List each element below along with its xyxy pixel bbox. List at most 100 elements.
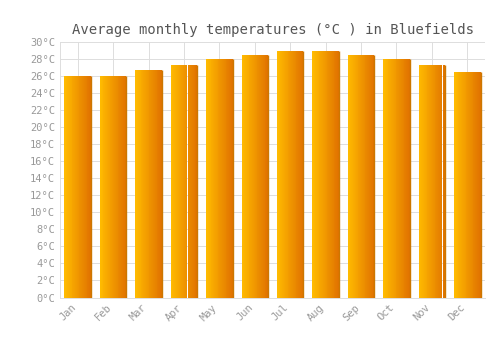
Bar bbox=[183, 65, 184, 298]
Bar bbox=[432, 65, 433, 298]
Bar bbox=[406, 59, 407, 298]
Bar bbox=[426, 65, 428, 298]
Bar bbox=[142, 70, 143, 298]
Bar bbox=[246, 55, 247, 298]
Bar bbox=[252, 55, 253, 298]
Bar bbox=[192, 65, 193, 298]
Bar bbox=[392, 59, 393, 298]
Bar bbox=[407, 59, 408, 298]
Bar bbox=[362, 55, 363, 298]
Bar bbox=[221, 59, 222, 298]
Bar bbox=[213, 59, 214, 298]
Bar bbox=[215, 59, 216, 298]
Bar bbox=[177, 65, 178, 298]
Bar bbox=[160, 70, 161, 298]
Bar bbox=[398, 59, 399, 298]
Bar bbox=[476, 72, 477, 298]
Bar bbox=[158, 70, 159, 298]
Bar bbox=[429, 65, 430, 298]
Bar bbox=[425, 65, 426, 298]
Bar bbox=[228, 59, 229, 298]
Bar bbox=[138, 70, 139, 298]
Bar bbox=[464, 72, 466, 298]
Bar bbox=[148, 70, 150, 298]
Bar bbox=[356, 55, 358, 298]
Bar bbox=[180, 65, 182, 298]
Bar bbox=[120, 76, 121, 298]
Bar bbox=[322, 50, 323, 298]
Bar bbox=[460, 72, 461, 298]
Bar bbox=[226, 59, 228, 298]
Bar bbox=[256, 55, 258, 298]
Bar bbox=[156, 70, 158, 298]
Bar bbox=[194, 65, 196, 298]
Bar bbox=[84, 76, 85, 298]
Bar bbox=[326, 50, 328, 298]
Bar bbox=[394, 59, 396, 298]
Bar bbox=[422, 65, 423, 298]
Bar bbox=[83, 76, 84, 298]
Bar bbox=[231, 59, 232, 298]
Bar bbox=[90, 76, 91, 298]
Bar bbox=[337, 50, 338, 298]
Bar bbox=[229, 59, 230, 298]
Bar bbox=[176, 65, 177, 298]
Bar bbox=[152, 70, 153, 298]
Bar bbox=[318, 50, 320, 298]
Bar bbox=[190, 65, 191, 298]
Bar bbox=[214, 59, 215, 298]
Bar bbox=[68, 76, 69, 298]
Bar bbox=[300, 50, 301, 298]
Bar bbox=[316, 50, 317, 298]
Bar bbox=[106, 76, 107, 298]
Bar bbox=[438, 65, 439, 298]
Bar bbox=[191, 65, 192, 298]
Bar bbox=[361, 55, 362, 298]
Bar bbox=[145, 70, 146, 298]
Bar bbox=[455, 72, 456, 298]
Bar bbox=[286, 50, 288, 298]
Bar bbox=[472, 72, 474, 298]
Bar bbox=[104, 76, 105, 298]
Bar bbox=[428, 65, 429, 298]
Bar bbox=[363, 55, 364, 298]
Bar bbox=[312, 50, 313, 298]
Bar bbox=[220, 59, 221, 298]
Bar bbox=[193, 65, 194, 298]
Bar bbox=[384, 59, 385, 298]
Bar bbox=[172, 65, 174, 298]
Bar bbox=[462, 72, 463, 298]
Bar bbox=[175, 65, 176, 298]
Bar bbox=[67, 76, 68, 298]
Bar bbox=[147, 70, 148, 298]
Bar bbox=[278, 50, 280, 298]
Bar bbox=[89, 76, 90, 298]
Bar bbox=[81, 76, 82, 298]
Bar bbox=[424, 65, 425, 298]
Bar bbox=[140, 70, 141, 298]
Bar bbox=[250, 55, 252, 298]
Bar bbox=[277, 50, 278, 298]
Bar bbox=[366, 55, 367, 298]
Bar bbox=[320, 50, 321, 298]
Bar bbox=[118, 76, 120, 298]
Bar bbox=[74, 76, 75, 298]
Bar bbox=[478, 72, 479, 298]
Bar bbox=[266, 55, 267, 298]
Bar bbox=[408, 59, 409, 298]
Bar bbox=[244, 55, 245, 298]
Bar bbox=[390, 59, 391, 298]
Bar bbox=[113, 76, 114, 298]
Bar bbox=[115, 76, 116, 298]
Bar bbox=[301, 50, 302, 298]
Bar bbox=[78, 76, 80, 298]
Bar bbox=[440, 65, 442, 298]
Bar bbox=[315, 50, 316, 298]
Bar bbox=[137, 70, 138, 298]
Bar bbox=[123, 76, 124, 298]
Bar bbox=[402, 59, 404, 298]
Bar bbox=[444, 65, 445, 298]
Bar bbox=[282, 50, 283, 298]
Bar bbox=[454, 72, 455, 298]
Bar bbox=[434, 65, 436, 298]
